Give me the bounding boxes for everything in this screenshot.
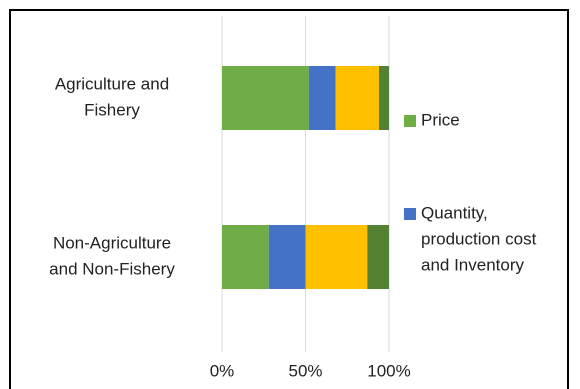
bar-segment-2-4	[367, 225, 389, 289]
x-tick-label-3: 100%	[367, 361, 410, 380]
bar-segment-1-3	[335, 66, 379, 130]
bar-segment-1-1	[222, 66, 309, 130]
bar-segment-2-2	[268, 225, 306, 289]
bar-segment-2-1	[222, 225, 269, 289]
bar-segment-1-4	[378, 66, 389, 130]
stacked-bar-chart: Agriculture and Fishery Non-Agriculture and…	[49, 16, 537, 380]
bar-segment-2-3	[305, 225, 368, 289]
legend-label-2-line-1: Quantity,	[421, 203, 488, 222]
legend-swatch-1	[404, 115, 416, 127]
x-tick-label-1: 0%	[210, 361, 235, 380]
category-label-2-line-2: and Non-Fishery	[49, 259, 175, 278]
legend-label-1-line-1: Price	[421, 110, 460, 129]
category-label-1-line-2: Fishery	[84, 100, 140, 119]
x-tick-label-2: 50%	[288, 361, 322, 380]
bar-segment-1-2	[308, 66, 336, 130]
legend-label-2-line-2: production cost	[421, 229, 537, 248]
category-label-2-line-1: Non-Agriculture	[53, 233, 171, 252]
chart-frame	[9, 9, 569, 389]
legend-swatch-2	[404, 208, 416, 220]
category-label-1-line-1: Agriculture and	[55, 74, 169, 93]
legend-label-2-line-3: and Inventory	[421, 255, 525, 274]
